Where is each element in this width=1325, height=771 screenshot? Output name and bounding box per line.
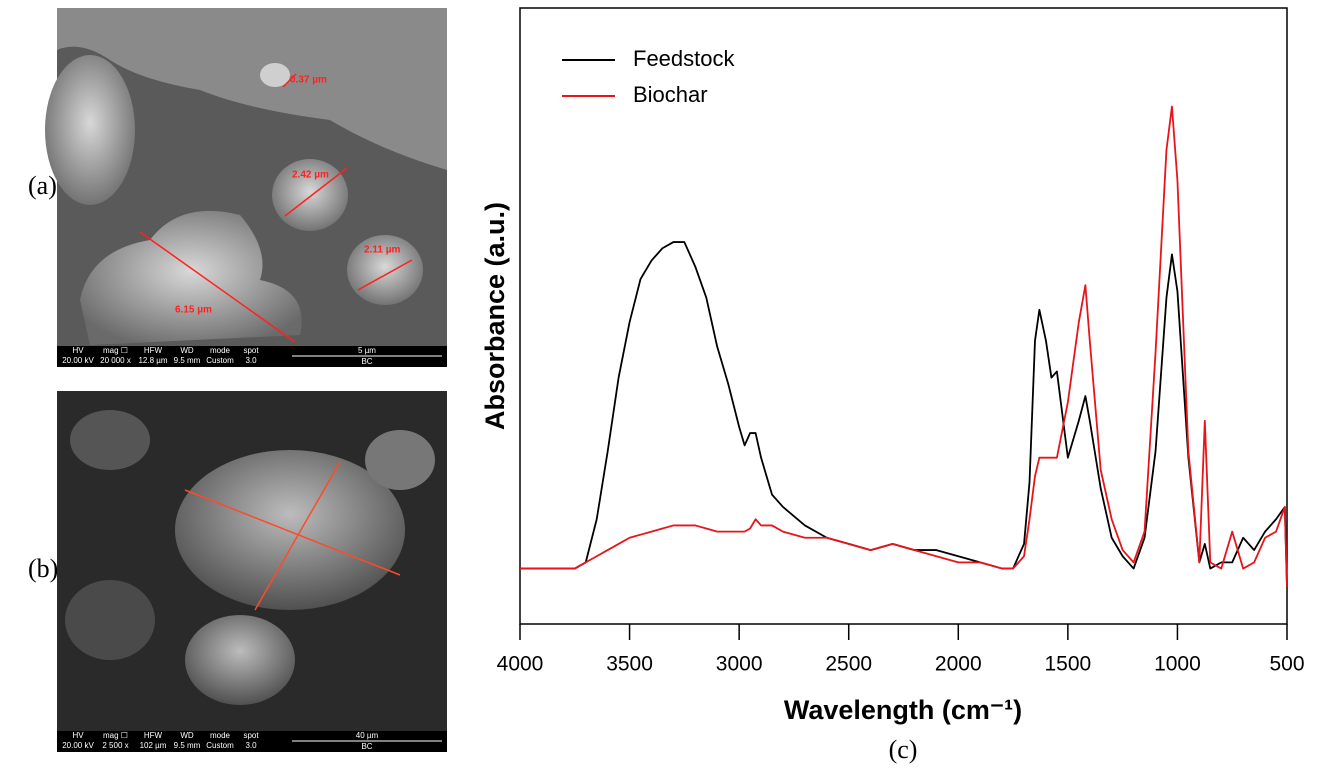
info-value: 9.5 mm bbox=[174, 741, 201, 750]
info-value: Custom bbox=[206, 741, 234, 750]
x-tick-label: 4000 bbox=[497, 653, 544, 676]
x-tick-label: 3500 bbox=[606, 653, 653, 676]
sample-label: BC bbox=[361, 357, 372, 366]
legend-label: Biochar bbox=[633, 82, 708, 107]
info-header: spot bbox=[243, 346, 259, 355]
info-header: HV bbox=[72, 731, 84, 740]
legend-label: Feedstock bbox=[633, 46, 735, 71]
info-header: mag ☐ bbox=[103, 346, 128, 355]
panel-label: (a) bbox=[28, 171, 57, 200]
scale-label: 5 µm bbox=[358, 346, 376, 355]
series-line bbox=[520, 105, 1288, 588]
panel-label: (b) bbox=[28, 554, 58, 583]
measurement: 0.37 µm bbox=[290, 75, 327, 86]
info-value: 2 500 x bbox=[102, 741, 128, 750]
plot-frame bbox=[519, 7, 1288, 625]
x-tick-label: 2000 bbox=[935, 653, 982, 676]
measurement: 2.11 µm bbox=[364, 245, 400, 256]
info-value: 9.5 mm bbox=[174, 356, 201, 365]
info-value: 102 µm bbox=[140, 741, 167, 750]
x-tick-label: 500 bbox=[1269, 653, 1304, 676]
x-tick-label: 1000 bbox=[1154, 653, 1201, 676]
info-value: Custom bbox=[206, 356, 234, 365]
x-tick-label: 1500 bbox=[1044, 653, 1091, 676]
info-header: mag ☐ bbox=[103, 731, 128, 740]
sample-label: BC bbox=[361, 742, 372, 751]
info-header: HV bbox=[72, 346, 84, 355]
x-tick-label: 3000 bbox=[716, 653, 763, 676]
measurement: 2.42 µm bbox=[292, 170, 329, 181]
info-value: 12.8 µm bbox=[138, 356, 167, 365]
info-header: mode bbox=[210, 346, 231, 355]
info-header: WD bbox=[180, 731, 194, 740]
info-header: mode bbox=[210, 731, 231, 740]
info-value: 20 000 x bbox=[100, 356, 131, 365]
info-header: WD bbox=[180, 346, 194, 355]
info-value: 3.0 bbox=[245, 356, 257, 365]
info-header: spot bbox=[243, 731, 259, 740]
y-axis-label: Absorbance (a.u.) bbox=[480, 202, 510, 430]
x-axis-label: Wavelength (cm⁻¹) bbox=[784, 695, 1022, 725]
info-value: 20.00 kV bbox=[62, 356, 94, 365]
info-header: HFW bbox=[144, 346, 163, 355]
sem-image-a: 0.37 µm 2.42 µm 2.11 µm 6.15 µm HV20.00 … bbox=[45, 8, 447, 367]
panel-label: (c) bbox=[889, 735, 918, 764]
info-value: 20.00 kV bbox=[62, 741, 94, 750]
measurement: 6.15 µm bbox=[175, 305, 212, 316]
info-value: 3.0 bbox=[245, 741, 257, 750]
info-header: HFW bbox=[144, 731, 163, 740]
x-tick-label: 2500 bbox=[825, 653, 872, 676]
scale-label: 40 µm bbox=[356, 731, 379, 740]
